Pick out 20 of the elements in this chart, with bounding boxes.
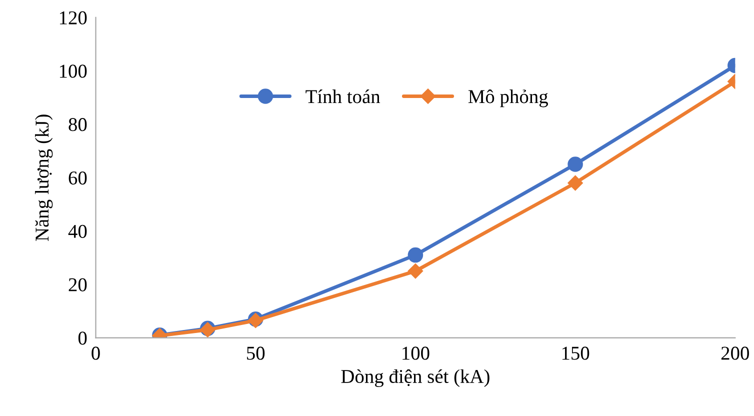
y-tick-label: 120 <box>60 11 87 24</box>
x-axis-title: Dòng điện sét (kA) <box>341 369 490 388</box>
legend-label: Tính toán <box>306 90 380 104</box>
point <box>408 263 424 279</box>
y-tick-label: 100 <box>60 64 87 78</box>
x-tick-label: 0 <box>92 346 100 360</box>
y-tick-label: 0 <box>78 332 87 345</box>
x-tick-label: 100 <box>402 346 430 360</box>
x-tick-label: 150 <box>562 346 590 360</box>
point <box>568 156 583 172</box>
y-tick-label: 20 <box>68 278 87 292</box>
y-axis-title: Năng lượng (kJ) <box>35 114 53 241</box>
legend-label: Mô phỏng <box>468 90 548 108</box>
y-tick-label: 80 <box>68 118 87 132</box>
point <box>568 175 583 191</box>
x-tick-label: 200 <box>721 346 749 360</box>
y-tick-label: 60 <box>68 171 87 185</box>
point <box>408 247 424 263</box>
x-tick-label: 50 <box>247 346 265 360</box>
y-tick-label: 40 <box>68 224 87 238</box>
